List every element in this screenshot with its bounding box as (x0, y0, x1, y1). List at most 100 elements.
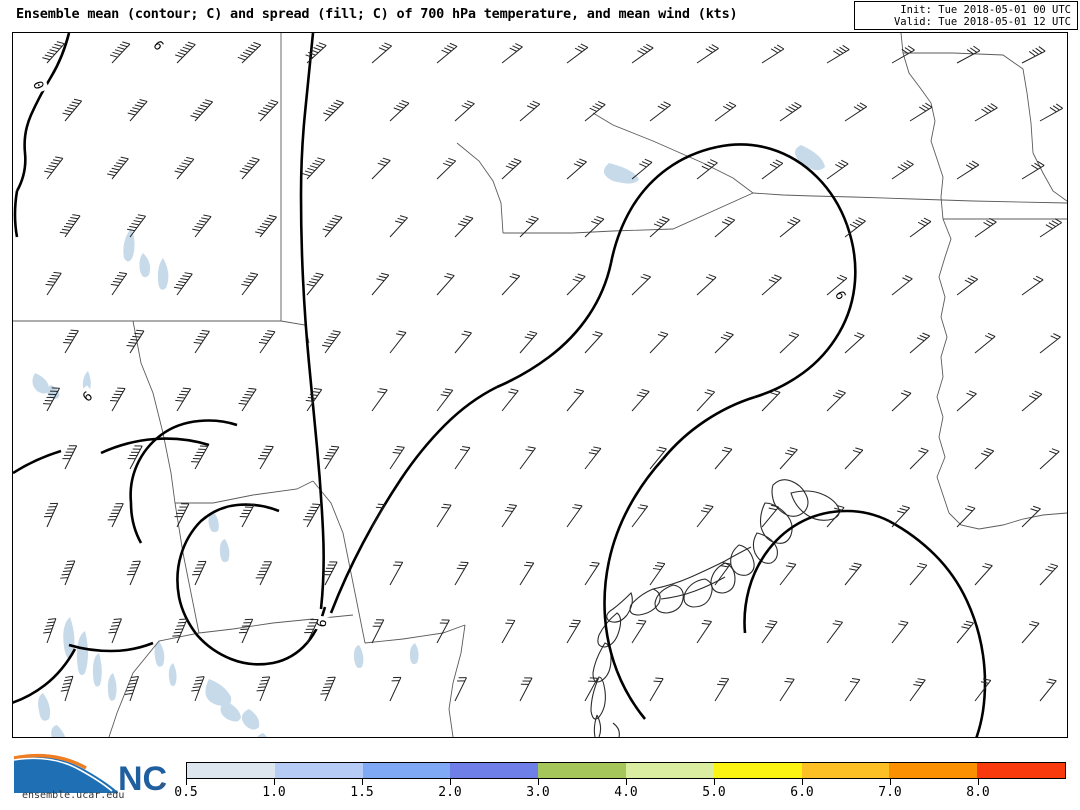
wind-barb (909, 562, 928, 586)
footer-bar: NCAR ensemble.ucar.edu ® 0.51.01.52.03.0… (0, 742, 1080, 810)
wind-barb (826, 504, 845, 528)
ncar-url-label[interactable]: ensemble.ucar.edu (22, 790, 125, 801)
colorbar-segment (889, 763, 978, 778)
wind-barb (631, 619, 647, 644)
wind-barb (302, 157, 326, 180)
wind-barb (63, 329, 79, 354)
wind-barb (714, 562, 731, 586)
wind-barb (631, 43, 654, 64)
wind-barb (761, 159, 784, 180)
wind-barb (696, 159, 718, 180)
wind-barb (238, 618, 254, 644)
wind-barb (190, 99, 213, 122)
wind-barb (974, 332, 996, 354)
wind-barb (584, 331, 603, 354)
wind-barb (761, 44, 785, 64)
wind-barb (566, 158, 587, 180)
wind-barb (779, 447, 798, 470)
wind-barb (255, 561, 273, 586)
wind-barb (1021, 46, 1046, 64)
wind-barb (389, 330, 407, 354)
wind-barb (436, 619, 450, 644)
wind-barb (696, 44, 719, 64)
init-time-label: Init: Tue 2018-05-01 00 UTC (900, 4, 1071, 16)
wind-barb (779, 331, 800, 354)
colorbar-segment (977, 763, 1065, 778)
wind-barb (779, 216, 801, 238)
wind-barb (844, 447, 864, 470)
wind-barb (566, 43, 589, 64)
wind-barb (566, 388, 585, 412)
wind-barb (909, 332, 931, 354)
wind-barb (255, 214, 277, 238)
spread-colorbar[interactable] (186, 762, 1066, 779)
wind-barb (974, 103, 998, 122)
wind-barb (956, 45, 981, 64)
wind-barb (696, 619, 712, 644)
registered-mark: ® (160, 782, 165, 790)
wind-barb (454, 677, 467, 702)
wind-barb (696, 504, 714, 528)
wind-barb (519, 561, 535, 586)
wind-barb (891, 620, 909, 644)
colorbar-tick-label: 4.0 (614, 785, 638, 800)
colorbar-tick-label: 1.0 (262, 785, 286, 800)
wind-barb (696, 389, 716, 412)
wind-barb (454, 215, 474, 238)
wind-barb (1039, 103, 1063, 122)
wind-barb (761, 620, 778, 644)
wind-barb (844, 217, 866, 238)
wind-barb (631, 158, 653, 180)
wind-barb (127, 98, 148, 122)
wind-barb (519, 215, 539, 238)
header-bar: Ensemble mean (contour; C) and spread (f… (0, 0, 1080, 32)
wind-barb (454, 561, 469, 586)
wind-barb (436, 503, 452, 528)
wind-barb (844, 332, 865, 354)
wind-barb (1039, 448, 1060, 470)
wind-barb (826, 274, 848, 296)
wind-barb (321, 330, 341, 354)
wind-barb (519, 446, 536, 470)
colorbar-segment (450, 763, 539, 778)
valid-time-label: Valid: Tue 2018-05-01 12 UTC (893, 16, 1071, 28)
wind-barb (649, 101, 671, 122)
wind-barb (371, 157, 391, 180)
state-borders (13, 33, 1067, 737)
map-panel[interactable]: 0 6 6 6 6 (12, 32, 1068, 738)
wind-barb (974, 678, 992, 702)
wind-barb (389, 676, 402, 702)
wind-barb (389, 100, 410, 122)
wind-barb (239, 157, 260, 180)
wind-barb (826, 620, 843, 644)
wind-barb (173, 272, 193, 296)
wind-barb (1021, 160, 1045, 180)
wind-barb (60, 560, 76, 586)
colorbar-tick-label: 0.5 (174, 785, 198, 800)
colorbar-tick-label: 6.0 (790, 785, 814, 800)
colorbar-segment (187, 763, 275, 778)
wind-barb (714, 446, 733, 470)
wind-barb (43, 387, 60, 412)
wind-barb (844, 562, 862, 586)
wind-barb (323, 445, 340, 470)
wind-barb (909, 447, 929, 470)
wind-barb (258, 330, 276, 354)
map-canvas[interactable]: 0 6 6 6 6 (13, 33, 1067, 737)
wind-barb (714, 677, 730, 702)
wind-barb (305, 387, 323, 412)
wind-barb (371, 503, 386, 528)
colorbar-tick (626, 779, 627, 785)
wind-barb (501, 503, 518, 528)
wind-barb (322, 214, 343, 238)
wind-barb (714, 216, 736, 238)
wind-barb (1039, 218, 1062, 238)
wind-barb (956, 505, 976, 528)
colorbar-tick-label: 7.0 (878, 785, 902, 800)
wind-barb (127, 445, 143, 470)
wind-barb (193, 329, 210, 354)
wind-barb (239, 503, 255, 528)
wind-barb (45, 271, 62, 296)
wind-barb (43, 618, 57, 644)
